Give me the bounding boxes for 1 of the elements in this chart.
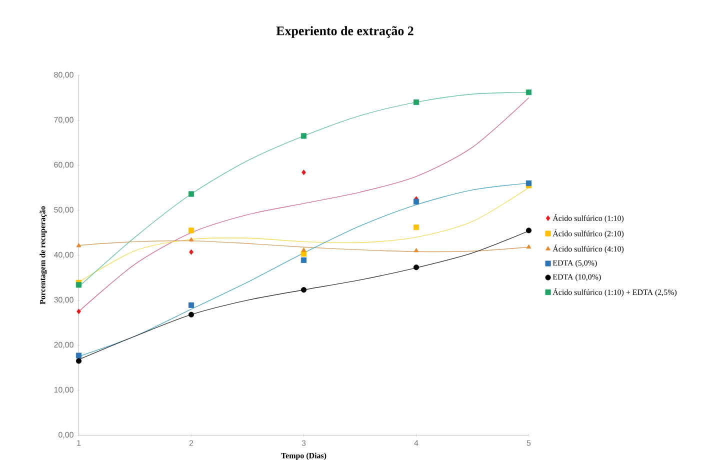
chart-title: Experiento de extração 2 [276,26,414,38]
